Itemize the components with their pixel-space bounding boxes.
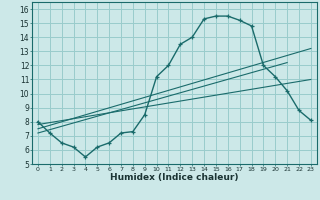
X-axis label: Humidex (Indice chaleur): Humidex (Indice chaleur)	[110, 173, 239, 182]
